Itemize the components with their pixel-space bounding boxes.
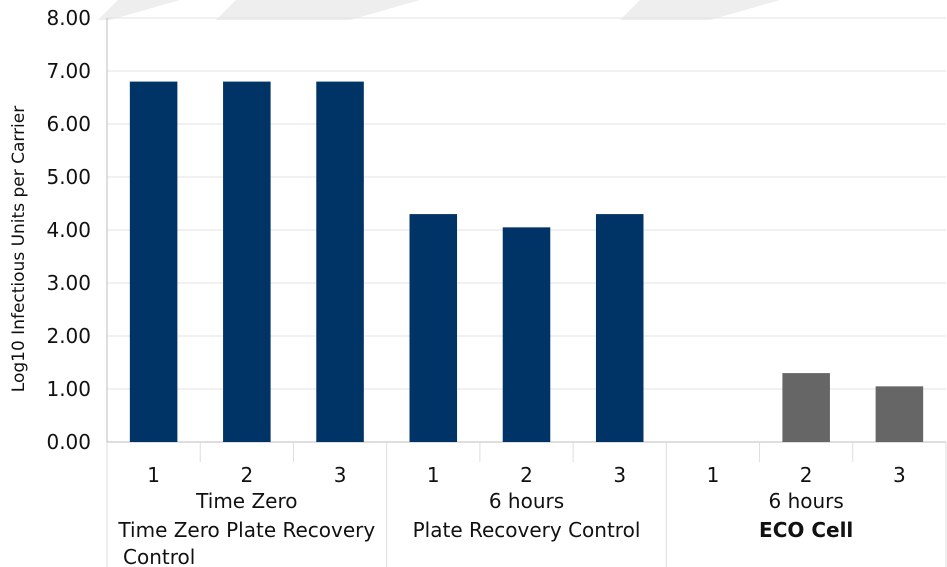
- x-tick-label: 3: [334, 463, 347, 487]
- y-axis-ticks: 0.00 1.00 2.00 3.00 4.00 5.00 6.00 7.00 8.00: [46, 6, 91, 454]
- y-tick-label: 5.00: [46, 165, 91, 189]
- group-label: Control: [123, 545, 195, 567]
- y-axis-label: Log10 Infectious Units per Carrier: [9, 106, 29, 392]
- group-label: Time Zero: [195, 489, 297, 513]
- bar: [223, 81, 271, 442]
- y-tick-label: 2.00: [46, 324, 91, 348]
- bar: [782, 373, 830, 442]
- bar: [875, 386, 924, 442]
- watermark-shape: [216, 0, 420, 20]
- y-tick-label: 8.00: [46, 6, 91, 30]
- y-tick-label: 4.00: [46, 218, 91, 242]
- watermark-shape: [620, 0, 780, 20]
- y-tick-label: 0.00: [46, 430, 91, 454]
- x-tick-label: 2: [240, 463, 253, 487]
- x-tick-label: 2: [520, 463, 533, 487]
- y-tick-label: 3.00: [46, 271, 91, 295]
- watermark-shape: [98, 0, 180, 20]
- group-label: Time Zero Plate Recovery: [117, 518, 375, 542]
- group-label: 6 hours: [489, 489, 564, 513]
- background-watermark: [98, 0, 780, 20]
- bars: [129, 81, 924, 442]
- x-tick-label: 3: [893, 463, 906, 487]
- x-axis: 1 2 3 Time Zero Time Zero Plate Recovery Cont…: [106, 442, 947, 567]
- bar: [409, 214, 458, 442]
- x-tick-label: 1: [147, 463, 160, 487]
- group-label: 6 hours: [769, 489, 844, 513]
- group-label: ECO Cell: [759, 518, 853, 542]
- x-tick-label: 2: [800, 463, 813, 487]
- y-tick-label: 7.00: [46, 59, 91, 83]
- x-tick-label: 1: [427, 463, 440, 487]
- bar: [502, 227, 551, 442]
- y-tick-label: 6.00: [46, 112, 91, 136]
- bar: [316, 81, 364, 442]
- x-tick-label: 1: [707, 463, 720, 487]
- y-tick-label: 1.00: [46, 377, 91, 401]
- bar: [595, 214, 644, 442]
- bar: [129, 81, 178, 442]
- x-tick-label: 3: [613, 463, 626, 487]
- group-label: Plate Recovery Control: [413, 518, 641, 542]
